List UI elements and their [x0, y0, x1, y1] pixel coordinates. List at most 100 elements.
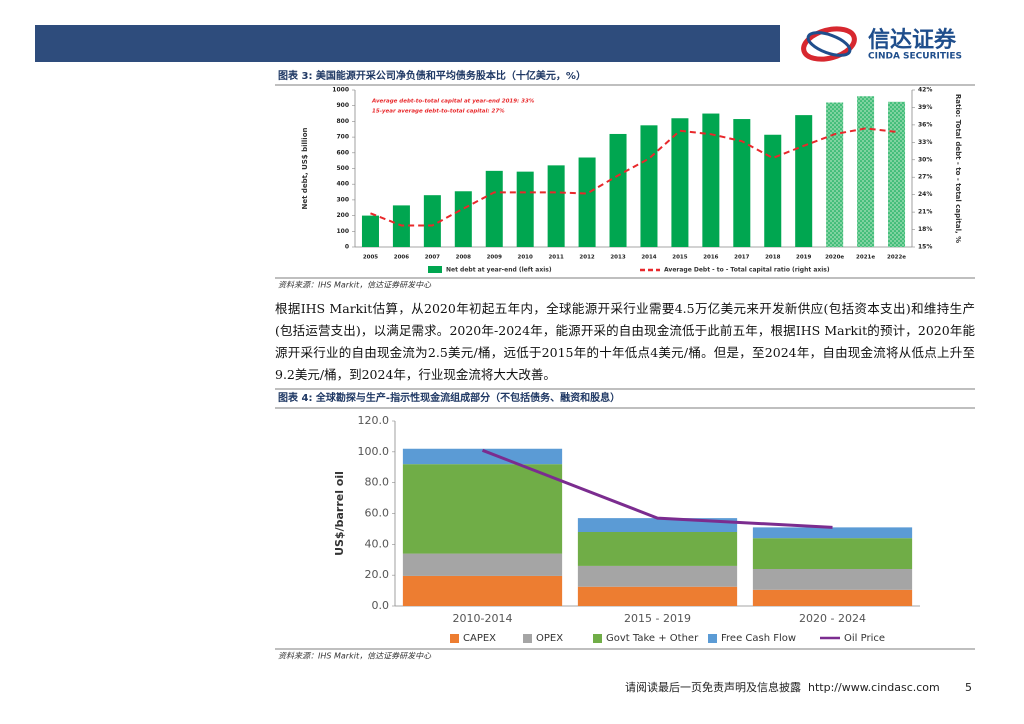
x-tick-label: 2015: [672, 255, 687, 261]
y2-tick-label: 42%: [918, 87, 932, 94]
legend-label: Net debt at year-end (left axis): [446, 267, 552, 274]
bar: [640, 125, 658, 247]
footer-url[interactable]: http://www.cindasc.com: [808, 681, 940, 694]
y-tick-label: 400: [336, 181, 349, 188]
bar: [547, 165, 565, 247]
y2-tick-label: 24%: [918, 191, 932, 198]
y-tick-label: 100: [336, 228, 349, 235]
x-tick-label: 2009: [487, 255, 502, 261]
bar: [577, 565, 738, 587]
y-tick-label: 900: [336, 102, 349, 109]
y2-tick-label: 33%: [918, 139, 932, 146]
x-tick-label: 2021e: [856, 255, 875, 261]
chart-title: 图表 3: 美国能源开采公司净负债和平均债务股本比（十亿美元，%）: [278, 69, 586, 82]
x-tick-label: 2014: [641, 255, 656, 261]
legend-label: Oil Price: [844, 633, 885, 644]
y-tick-label: 40.0: [365, 537, 390, 550]
header-bar: [35, 25, 780, 62]
bar: [752, 527, 913, 539]
x-tick-label: 2022e: [887, 255, 906, 261]
y2-tick-label: 21%: [918, 209, 932, 216]
y-tick-label: 300: [336, 196, 349, 203]
y-tick-label: 700: [336, 134, 349, 141]
x-tick-label: 2010-2014: [453, 612, 513, 625]
y2-tick-label: 15%: [918, 244, 932, 251]
line-series: [370, 127, 897, 227]
bar: [516, 171, 534, 247]
legend-swatch: [523, 634, 532, 643]
logo-swirl: [806, 31, 852, 57]
x-tick-label: 2005: [363, 255, 378, 261]
y-tick-label: 80.0: [365, 476, 390, 489]
y2-tick-label: 39%: [918, 104, 932, 111]
bar: [423, 195, 441, 247]
y2-tick-label: 36%: [918, 121, 932, 128]
legend-label: OPEX: [536, 633, 563, 644]
x-tick-label: 2016: [703, 255, 718, 261]
legend-label: Average Debt - to - Total capital ratio …: [664, 267, 830, 274]
x-tick-label: 2019: [796, 255, 811, 261]
bar: [733, 119, 751, 247]
chart-title: 图表 4: 全球勘探与生产-指示性现金流组成部分（不包括债务、融资和股息）: [278, 391, 620, 404]
logo-text: 信达证券: [868, 27, 957, 53]
y2-axis-title: Ratio: Total debt - to - total capital, …: [954, 94, 962, 243]
bar: [609, 133, 627, 247]
chart: 图表 3: 美国能源开采公司净负债和平均债务股本比（十亿美元，%） 资料来源：IH…: [278, 69, 962, 290]
y2-tick-label: 30%: [918, 156, 932, 163]
bar: [795, 115, 813, 248]
bar: [888, 101, 906, 248]
bar: [402, 553, 563, 576]
y-tick-label: 500: [336, 165, 349, 172]
x-tick-label: 2007: [425, 255, 440, 261]
bar: [764, 134, 782, 247]
bar: [485, 170, 503, 247]
legend-swatch: [593, 634, 602, 643]
legend-label: Govt Take + Other: [606, 633, 699, 644]
y2-tick-label: 27%: [918, 174, 932, 181]
x-tick-label: 2008: [456, 255, 471, 261]
y-tick-label: 0.0: [372, 599, 390, 612]
bar: [671, 118, 689, 247]
bar: [402, 575, 563, 606]
source-note: 资料来源：IHS Markit，信达证券研发中心: [278, 652, 432, 661]
x-tick-label: 2010: [518, 255, 533, 261]
bar: [402, 448, 563, 465]
x-tick-label: 2020e: [825, 255, 844, 261]
x-tick-label: 2018: [765, 255, 780, 261]
y-tick-label: 60.0: [365, 507, 390, 520]
source-note: 资料来源：IHS Markit，信达证券研发中心: [278, 281, 432, 290]
legend-label: Free Cash Flow: [721, 633, 796, 644]
page-number: 5: [965, 681, 972, 694]
x-tick-label: 2020 - 2024: [799, 612, 866, 625]
bar: [826, 102, 844, 247]
bar: [577, 586, 738, 606]
y-tick-label: 800: [336, 118, 349, 125]
x-tick-label: 2006: [394, 255, 409, 261]
x-tick-label: 2011: [548, 255, 563, 261]
bar: [752, 569, 913, 590]
annotation: Average debt-to-total capital at year-en…: [371, 99, 535, 105]
line-series: [481, 448, 833, 529]
bar: [857, 96, 875, 247]
y-tick-label: 1000: [332, 87, 349, 94]
legend-swatch: [708, 634, 717, 643]
bar: [578, 157, 596, 247]
bar: [752, 538, 913, 569]
logo-swirl: [801, 26, 857, 62]
y-tick-label: 100.0: [358, 445, 390, 458]
legend-swatch: [450, 634, 459, 643]
footer-disclaimer: 请阅读最后一页免责声明及信息披露: [625, 680, 801, 694]
y-tick-label: 120.0: [358, 414, 390, 427]
y-axis-title: US$/barrel oil: [333, 471, 346, 556]
logo-subtext: CINDA SECURITIES: [868, 52, 962, 62]
x-tick-label: 2015 - 2019: [624, 612, 691, 625]
y-tick-label: 20.0: [365, 568, 390, 581]
bar: [454, 191, 472, 247]
x-tick-label: 2013: [610, 255, 625, 261]
paragraph: 根据IHS Markit估算，从2020年初起五年内，全球能源开采行业需要4.5…: [275, 301, 975, 382]
x-tick-label: 2017: [734, 255, 749, 261]
legend-swatch: [428, 266, 442, 273]
annotation: 15-year average debt-to-total capital: 2…: [372, 109, 505, 115]
